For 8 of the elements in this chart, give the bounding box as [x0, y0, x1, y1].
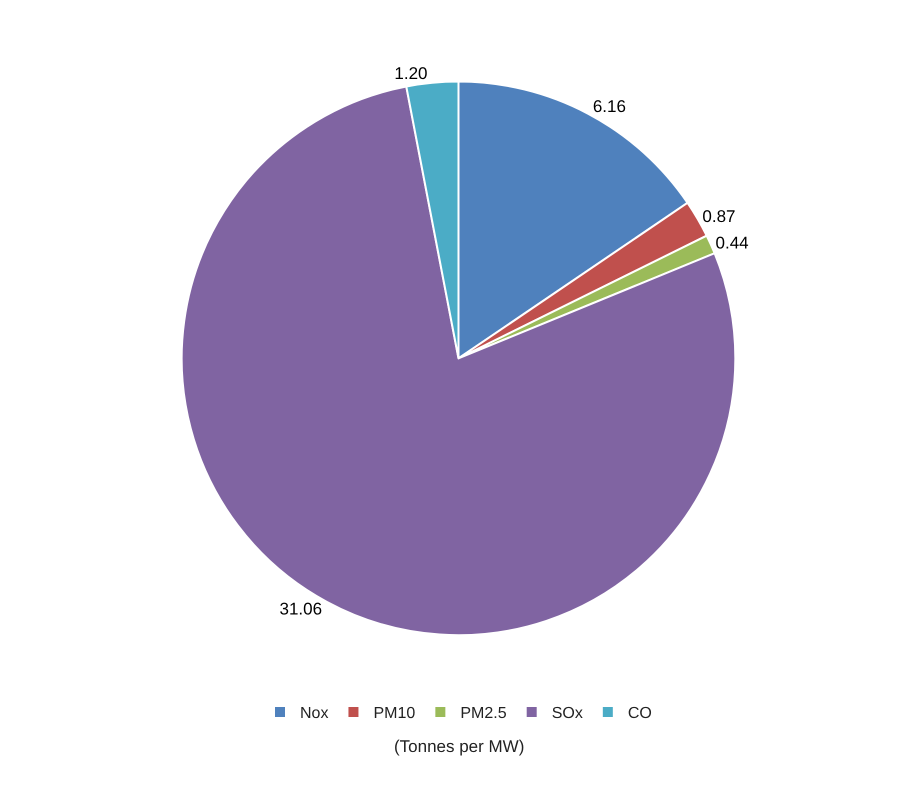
- data-label: 1.20: [394, 64, 428, 83]
- data-label: 0.44: [716, 233, 749, 252]
- data-label: 31.06: [280, 600, 322, 619]
- text: (Tonnes per MW): [394, 737, 524, 756]
- data-label: 0.87: [702, 207, 736, 226]
- legend-label: Nox: [300, 705, 328, 722]
- data-label: 6.16: [592, 96, 626, 116]
- legend-label: CO: [628, 705, 652, 722]
